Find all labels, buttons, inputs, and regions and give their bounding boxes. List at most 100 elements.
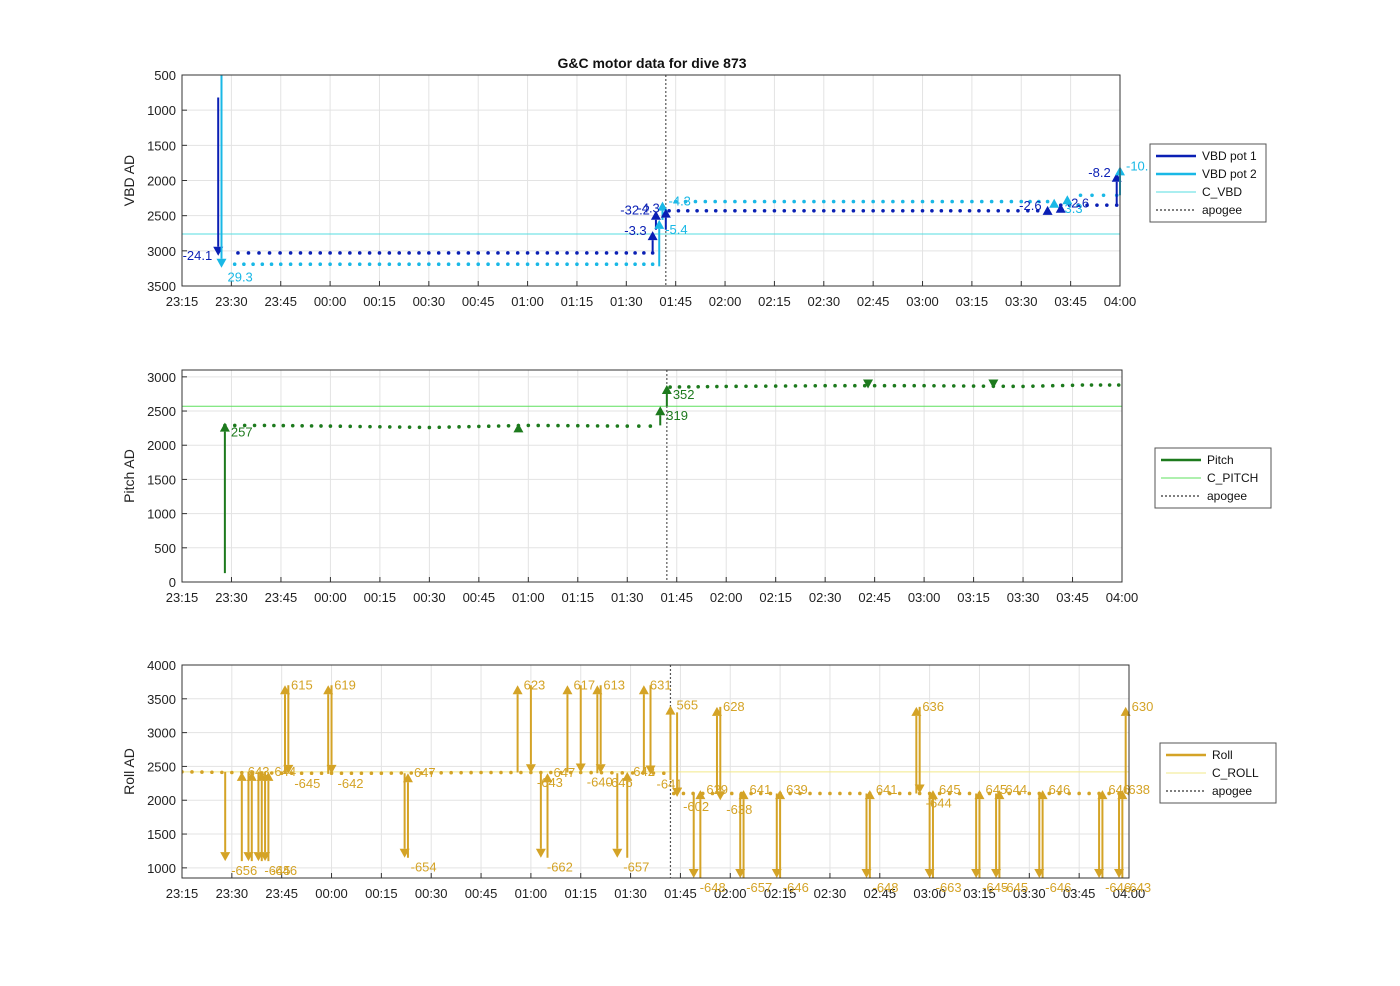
series-point	[559, 770, 563, 775]
series-point	[615, 424, 620, 428]
series-point	[349, 771, 354, 775]
event-head	[283, 764, 294, 774]
series-point	[813, 383, 818, 388]
x-tick-label: 02:30	[809, 590, 842, 605]
series-point	[328, 251, 332, 255]
series-point	[476, 251, 481, 255]
series-point	[328, 262, 332, 266]
series-point	[585, 251, 589, 255]
y-tick-label: 2000	[147, 174, 176, 189]
series-point	[930, 199, 935, 204]
event-head	[1055, 203, 1066, 213]
event-label: 647	[554, 765, 576, 780]
event-arrow: -4.3	[637, 201, 671, 230]
event-label: -663	[936, 880, 962, 895]
x-tick-label: 00:15	[365, 886, 398, 901]
series-point	[802, 199, 806, 204]
event-label: -643	[1125, 880, 1151, 895]
series-point	[526, 423, 531, 428]
event-label: -645	[982, 880, 1008, 895]
event-head	[1049, 198, 1060, 208]
series-point	[768, 791, 773, 796]
event-label: 565	[676, 698, 698, 713]
series-point	[338, 262, 342, 266]
series-point	[251, 262, 255, 266]
series-point	[466, 251, 471, 255]
y-tick-label: 1000	[147, 861, 176, 876]
event-label: -656	[231, 863, 257, 878]
series-point	[967, 791, 972, 796]
event-label: 631	[650, 677, 672, 692]
series-point	[710, 791, 715, 796]
x-tick-label: 02:00	[710, 590, 743, 605]
series-point	[1009, 199, 1014, 204]
x-tick-label: 01:15	[562, 590, 595, 605]
x-tick-label: 00:30	[413, 590, 446, 605]
event-head	[645, 765, 656, 775]
series-point	[397, 425, 402, 429]
series-point	[989, 199, 994, 204]
series-point	[967, 208, 972, 213]
series-point	[907, 791, 912, 796]
x-tick-label: 03:00	[908, 590, 941, 605]
series-point	[257, 251, 261, 255]
series-point	[449, 770, 453, 775]
series-point	[469, 770, 473, 775]
series-point	[242, 262, 246, 266]
series-point	[298, 251, 303, 255]
event-label: -654	[411, 860, 437, 875]
y-tick-label: 3000	[147, 370, 176, 385]
event-arrow: 645	[974, 782, 1007, 878]
event-label: -657	[623, 860, 649, 875]
series-point	[703, 199, 708, 204]
series-point	[823, 383, 827, 388]
event-head	[525, 764, 536, 774]
event-head	[863, 379, 874, 389]
series-point	[1107, 383, 1112, 387]
y-tick-label: 1000	[147, 507, 176, 522]
y-tick-label: 2500	[147, 209, 176, 224]
event-label: 645	[985, 782, 1007, 797]
series-point	[798, 791, 802, 796]
series-point	[773, 384, 778, 388]
event-label: -602	[683, 799, 709, 814]
series-point	[210, 770, 214, 775]
x-tick-label: 00:30	[413, 294, 446, 309]
series-point	[763, 384, 768, 388]
series-point	[309, 771, 314, 775]
event-arrow: -645	[283, 685, 320, 791]
x-tick-label: 23:15	[166, 590, 199, 605]
event-label: -646	[1045, 880, 1071, 895]
series-point	[1060, 383, 1065, 388]
series-point	[496, 424, 501, 428]
series-point	[743, 208, 747, 213]
event-arrow	[988, 379, 999, 389]
event-head	[1097, 790, 1108, 800]
event-arrow: 630	[1120, 699, 1153, 794]
event-label: 352	[673, 387, 695, 402]
x-tick-label: 00:15	[364, 590, 397, 605]
series-point	[397, 262, 402, 266]
x-tick-label: 01:00	[515, 886, 548, 901]
series-point	[891, 208, 895, 213]
x-tick-label: 02:15	[759, 590, 792, 605]
event-arrow	[863, 379, 874, 389]
series-point	[545, 262, 550, 266]
x-tick-label: 04:00	[1113, 886, 1146, 901]
event-head	[219, 422, 230, 432]
series-point	[1095, 203, 1099, 207]
series-point	[625, 424, 630, 428]
series-point	[1067, 791, 1071, 796]
series-point	[328, 424, 333, 428]
legend-label: apogee	[1207, 489, 1247, 503]
event-arrow: -648	[688, 793, 726, 895]
series-point	[319, 771, 324, 775]
series-point	[309, 424, 314, 428]
event-label: -640	[587, 775, 613, 790]
series-point	[961, 384, 966, 388]
series-point	[436, 262, 441, 266]
series-point	[743, 199, 747, 204]
series-point	[910, 208, 915, 213]
series-point	[348, 424, 353, 429]
